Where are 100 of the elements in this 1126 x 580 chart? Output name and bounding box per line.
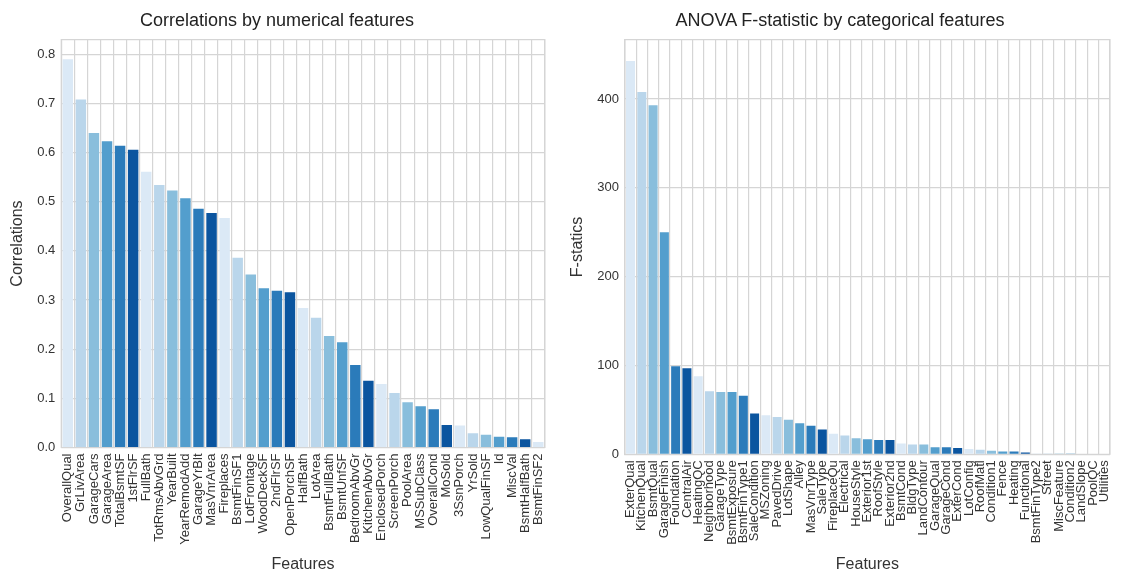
x-tick-label: BsmtFinSF1: [229, 453, 245, 526]
bar: [140, 171, 152, 447]
x-tick-label: 1stFlrSF: [124, 453, 140, 503]
bar: [454, 425, 466, 447]
x-tick-label: Fireplaces: [216, 453, 232, 514]
y-tick-label: 0.1: [37, 389, 56, 405]
bar: [337, 342, 348, 447]
x-tick-label: HalfBath: [294, 453, 310, 504]
chart-title: ANOVA F-statistic by categorical features: [675, 9, 1005, 30]
bar: [127, 149, 139, 447]
bar: [761, 415, 771, 454]
bar: [297, 307, 309, 447]
bar: [1009, 451, 1019, 454]
x-tick-label: Fence: [994, 460, 1010, 497]
bar: [428, 409, 439, 447]
x-axis-title: Features: [835, 554, 899, 572]
bar: [88, 132, 100, 447]
chart-title: Correlations by numerical features: [139, 9, 415, 30]
bar: [772, 416, 782, 454]
bar: [840, 435, 850, 454]
bar: [167, 190, 178, 447]
bar: [783, 419, 793, 454]
bar: [363, 380, 374, 447]
bar: [738, 395, 748, 454]
x-tick-label: TotRmsAbvGrd: [150, 453, 166, 542]
x-tick-label: LotArea: [307, 452, 323, 500]
bar: [376, 384, 387, 447]
bar: [874, 440, 884, 454]
y-tick-label: 0.7: [37, 95, 56, 111]
bar: [919, 444, 929, 454]
y-tick-label: 0.2: [37, 340, 56, 356]
bar: [75, 99, 87, 447]
bar: [998, 451, 1008, 454]
bar: [219, 217, 230, 447]
x-tick-label: 2ndFlrSF: [268, 453, 284, 507]
bar: [930, 447, 940, 454]
bar: [795, 423, 805, 454]
bar: [480, 434, 492, 447]
y-tick-label: 0: [611, 445, 619, 461]
bar: [648, 105, 658, 454]
bar: [941, 447, 951, 454]
bar: [659, 232, 669, 454]
x-tick-label: OpenPorchSF: [281, 453, 297, 536]
x-tick-label: PoolArea: [399, 452, 415, 507]
bar: [704, 391, 714, 454]
bar: [908, 444, 918, 454]
x-tick-label: ScreenPorch: [386, 453, 402, 529]
bar: [415, 406, 426, 447]
y-tick-label: 0.4: [37, 242, 56, 258]
x-tick-label: LowQualFinSF: [477, 453, 493, 540]
bar: [964, 448, 974, 454]
y-tick-label: 0.5: [37, 193, 56, 209]
bar: [727, 392, 737, 454]
y-axis-title: F-statics: [568, 216, 586, 278]
y-tick-label: 300: [597, 179, 619, 195]
bar: [62, 59, 74, 447]
x-tick-label: 3SsnPorch: [451, 453, 467, 518]
x-tick-label: GarageYrBlt: [190, 453, 206, 526]
x-tick-label: BsmtHalfBath: [516, 453, 532, 533]
x-tick-label: OverallCond: [425, 453, 441, 526]
x-tick-label: Id: [490, 453, 506, 465]
bar: [310, 317, 322, 447]
bar: [829, 433, 839, 454]
bar: [323, 335, 335, 447]
bar: [885, 440, 895, 454]
x-tick-label: EnclosedPorch: [373, 453, 389, 541]
bar: [284, 292, 296, 447]
bar: [533, 442, 544, 447]
bar: [232, 257, 243, 447]
bar: [493, 436, 505, 447]
x-axis-title: Features: [271, 554, 335, 572]
bar: [986, 450, 996, 454]
bar: [114, 145, 126, 447]
bar: [626, 60, 636, 454]
x-tick-label: KitchenAbvGr: [359, 452, 375, 534]
bar: [506, 437, 518, 447]
y-tick-label: 0.8: [37, 45, 56, 61]
y-tick-label: 0.0: [37, 439, 56, 455]
x-tick-label: LotFrontage: [242, 453, 258, 524]
x-tick-label: FullBath: [137, 453, 153, 502]
x-tick-label: YrSold: [464, 453, 480, 493]
bar: [467, 433, 479, 447]
bar: [271, 290, 283, 447]
x-tick-label: YearBuilt: [163, 453, 179, 506]
bar: [389, 392, 400, 447]
bar: [750, 413, 760, 454]
x-tick-label: MiscVal: [503, 453, 519, 499]
bar: [896, 443, 906, 454]
bar: [441, 424, 453, 447]
bar: [975, 449, 985, 454]
x-tick-label: BsmtUnfSF: [333, 453, 349, 520]
bar: [245, 274, 256, 447]
x-tick-label: BsmtFullBath: [320, 453, 336, 531]
bar: [953, 448, 963, 454]
bar: [193, 208, 204, 447]
bar: [693, 376, 703, 454]
x-tick-label: MoSold: [438, 453, 454, 498]
bar: [851, 438, 861, 454]
y-tick-label: 0.3: [37, 291, 56, 307]
bar: [402, 402, 413, 447]
